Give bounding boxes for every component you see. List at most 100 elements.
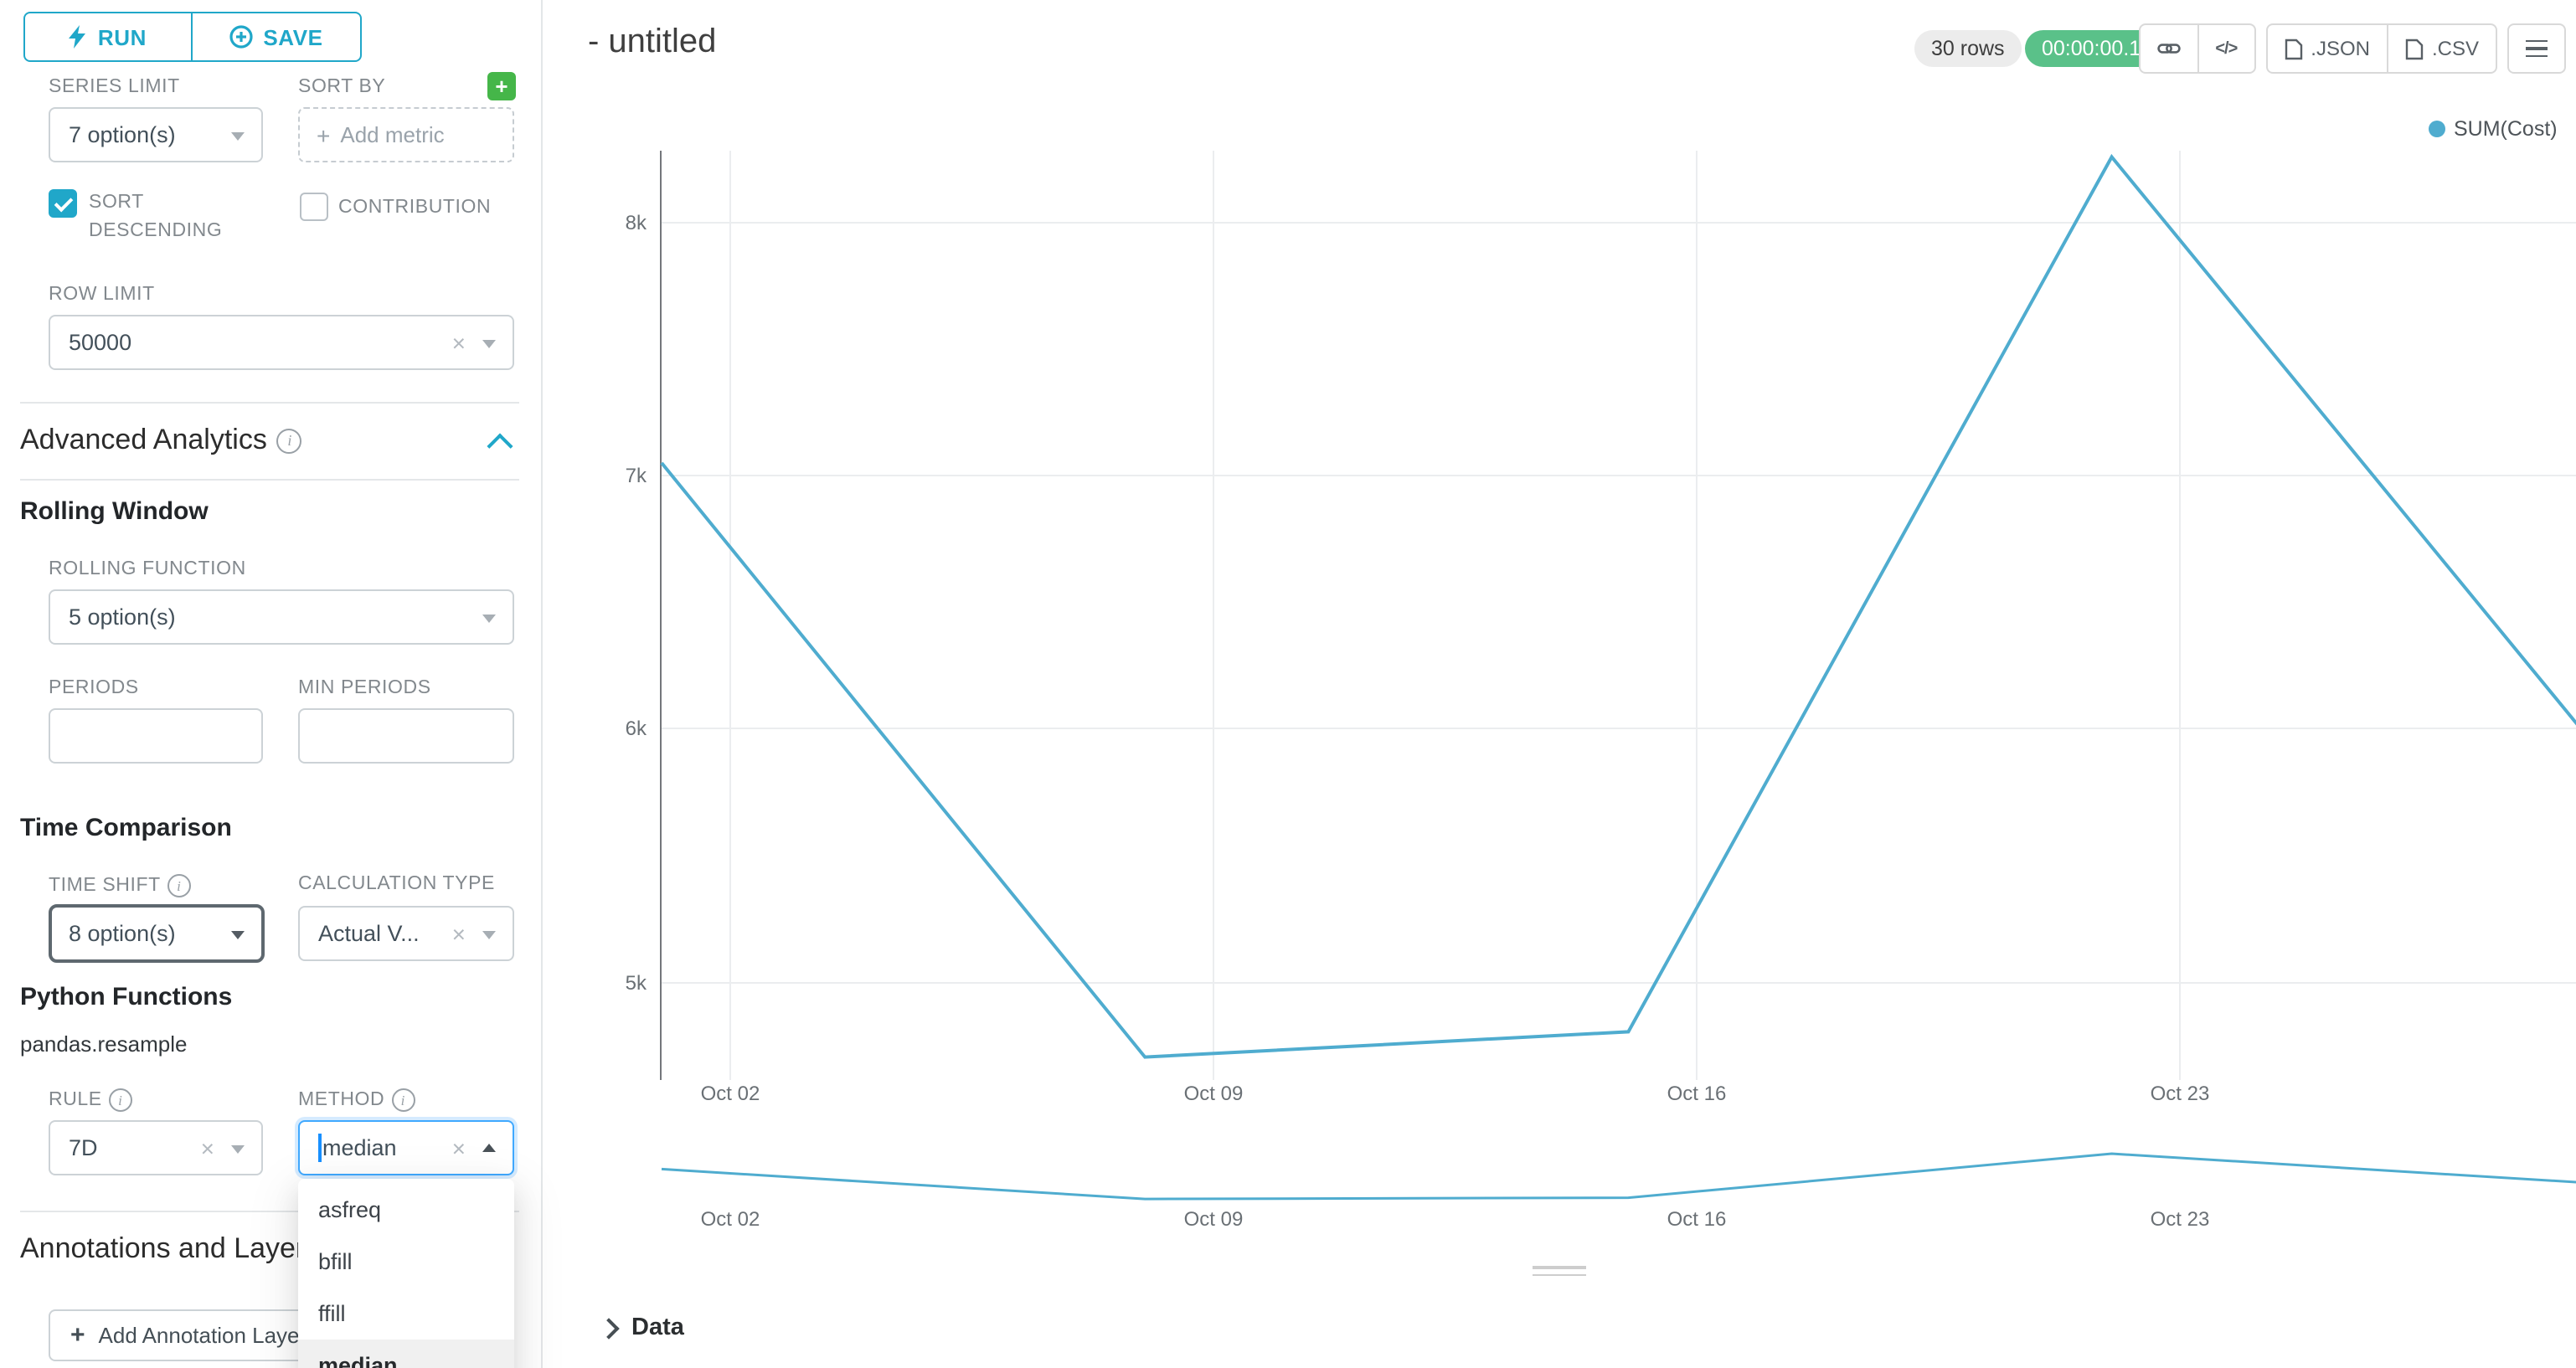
x-tick-label: Oct 02 bbox=[701, 1083, 760, 1105]
text-cursor bbox=[318, 1134, 321, 1162]
info-icon: i bbox=[108, 1088, 132, 1112]
series-limit-select[interactable]: 7 option(s) bbox=[49, 107, 263, 162]
collapse-chevron-up-icon[interactable] bbox=[487, 433, 513, 460]
file-icon bbox=[2285, 38, 2302, 59]
mini-x-tick-label: Oct 09 bbox=[1184, 1208, 1244, 1231]
rule-select[interactable]: 7D × bbox=[49, 1120, 263, 1175]
chevron-down-icon bbox=[231, 131, 245, 140]
contribution-checkbox[interactable] bbox=[300, 193, 328, 221]
row-limit-label: ROW LIMIT bbox=[49, 285, 155, 305]
sort-descending-checkbox[interactable] bbox=[49, 189, 77, 218]
x-tick-label: Oct 23 bbox=[2151, 1083, 2210, 1105]
panel-resize-handle[interactable] bbox=[1533, 1266, 1586, 1276]
rule-label: RULE i bbox=[49, 1088, 132, 1112]
method-value: median bbox=[322, 1135, 397, 1160]
chevron-down-icon bbox=[231, 1144, 245, 1153]
chart-legend[interactable]: SUM(Cost) bbox=[2429, 117, 2558, 141]
timeseries-line-chart[interactable]: 8k 7k 6k 5k Oct 02 Oct 02 Oct 09 Oct 09 Oct 16 Oc… bbox=[543, 0, 2576, 1298]
clear-icon[interactable]: × bbox=[200, 1134, 214, 1161]
series-limit-value: 7 option(s) bbox=[69, 122, 176, 147]
mini-x-tick-label: Oct 16 bbox=[1667, 1208, 1727, 1231]
time-shift-label: TIME SHIFT i bbox=[49, 874, 191, 897]
divider bbox=[20, 1211, 519, 1212]
run-button[interactable]: RUN bbox=[23, 12, 193, 62]
sort-descending-label: SORT DESCENDING bbox=[89, 193, 223, 241]
method-combobox[interactable]: median × bbox=[298, 1120, 514, 1175]
python-functions-title: Python Functions bbox=[20, 983, 233, 1011]
y-tick-label: 6k bbox=[626, 717, 647, 740]
periods-input[interactable] bbox=[49, 708, 263, 764]
annotations-header: Annotations and Layers bbox=[20, 1232, 320, 1264]
calculation-type-select[interactable]: Actual V... × bbox=[298, 906, 514, 961]
plus-circle-icon bbox=[229, 25, 253, 49]
chevron-up-icon bbox=[482, 1143, 496, 1151]
method-option[interactable]: bfill bbox=[318, 1249, 353, 1274]
export-json-button[interactable]: .JSON bbox=[2265, 23, 2388, 74]
embed-code-button[interactable]: </> bbox=[2197, 23, 2256, 74]
add-metric-placeholder: Add metric bbox=[340, 122, 445, 147]
time-shift-value: 8 option(s) bbox=[69, 921, 176, 946]
info-icon: i bbox=[391, 1088, 415, 1112]
legend-dot bbox=[2429, 121, 2445, 137]
pandas-resample-label: pandas.resample bbox=[20, 1031, 188, 1057]
legend-label: SUM(Cost) bbox=[2454, 117, 2558, 141]
add-sort-metric-button[interactable]: + bbox=[487, 72, 516, 100]
rolling-window-title: Rolling Window bbox=[20, 497, 209, 526]
method-option[interactable]: median bbox=[298, 1340, 514, 1368]
y-tick-label: 5k bbox=[626, 972, 647, 995]
advanced-analytics-header[interactable]: Advanced Analytics i bbox=[20, 424, 302, 457]
info-icon: i bbox=[167, 874, 191, 897]
row-limit-select[interactable]: 50000 × bbox=[49, 315, 514, 370]
clear-icon[interactable]: × bbox=[451, 328, 466, 356]
rule-value: 7D bbox=[69, 1135, 98, 1160]
chevron-down-icon bbox=[231, 930, 245, 939]
mini-range-series-line[interactable] bbox=[661, 1152, 2576, 1201]
min-periods-input[interactable] bbox=[298, 708, 514, 764]
clear-icon[interactable]: × bbox=[451, 1134, 466, 1161]
info-icon: i bbox=[276, 428, 302, 453]
rolling-function-value: 5 option(s) bbox=[69, 604, 176, 630]
export-csv-button[interactable]: .CSV bbox=[2386, 23, 2497, 74]
main-series-line[interactable] bbox=[660, 153, 2576, 1059]
rolling-function-select[interactable]: 5 option(s) bbox=[49, 589, 514, 645]
divider bbox=[20, 402, 519, 404]
periods-label: PERIODS bbox=[49, 678, 139, 698]
code-icon: </> bbox=[2215, 39, 2238, 58]
time-shift-select[interactable]: 8 option(s) bbox=[49, 904, 265, 963]
sort-by-add-metric-field[interactable]: + Add metric bbox=[298, 107, 514, 162]
y-tick-label: 7k bbox=[626, 465, 647, 487]
bolt-icon bbox=[69, 25, 86, 49]
calculation-type-label: CALCULATION TYPE bbox=[298, 874, 495, 894]
more-options-button[interactable] bbox=[2507, 23, 2566, 74]
row-limit-value: 50000 bbox=[69, 330, 132, 355]
copy-link-button[interactable] bbox=[2138, 23, 2199, 74]
method-option[interactable]: ffill bbox=[318, 1301, 346, 1326]
calculation-type-value: Actual V... bbox=[318, 921, 420, 946]
data-panel-label[interactable]: Data bbox=[631, 1314, 684, 1341]
row-count-badge: 30 rows bbox=[1914, 30, 2022, 67]
series-limit-label: SERIES LIMIT bbox=[49, 77, 180, 97]
min-periods-label: MIN PERIODS bbox=[298, 678, 431, 698]
page-title[interactable]: - untitled bbox=[588, 23, 717, 60]
clear-icon[interactable]: × bbox=[451, 919, 466, 947]
data-panel-expand-chevron-icon[interactable] bbox=[598, 1318, 620, 1340]
plus-icon: + bbox=[495, 74, 508, 99]
divider bbox=[20, 479, 519, 481]
method-dropdown[interactable]: asfreq bfill ffill median bbox=[298, 1179, 514, 1368]
mini-x-tick-label: Oct 23 bbox=[2151, 1208, 2210, 1231]
method-option[interactable]: asfreq bbox=[318, 1197, 382, 1222]
run-label: RUN bbox=[97, 24, 147, 49]
x-tick-label: Oct 09 bbox=[1184, 1083, 1244, 1105]
chevron-down-icon bbox=[482, 339, 496, 347]
sort-by-label: SORT BY bbox=[298, 77, 386, 97]
y-tick-label: 8k bbox=[626, 212, 647, 234]
save-label: SAVE bbox=[263, 24, 323, 49]
plus-icon: + bbox=[317, 121, 331, 148]
chart-actions-toolbar: </> .JSON .CSV bbox=[2138, 23, 2566, 74]
plus-icon: + bbox=[70, 1321, 85, 1350]
chart-panel: 8k 7k 6k 5k Oct 02 Oct 02 Oct 09 Oct 09 Oct 16 Oc… bbox=[541, 0, 2576, 1368]
chevron-down-icon bbox=[482, 614, 496, 622]
mini-x-tick-label: Oct 02 bbox=[701, 1208, 760, 1231]
save-button[interactable]: SAVE bbox=[191, 12, 362, 62]
